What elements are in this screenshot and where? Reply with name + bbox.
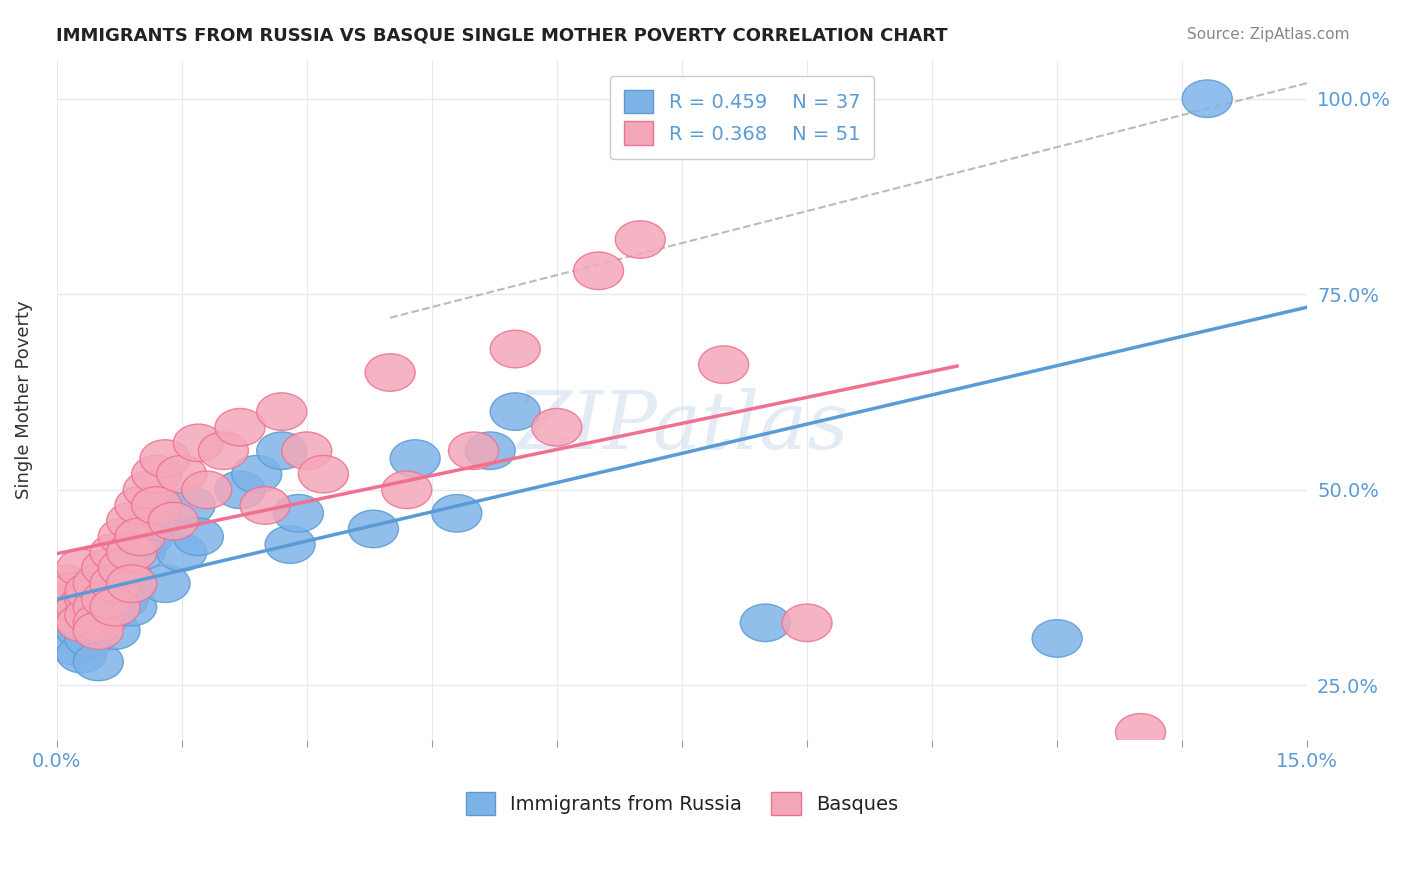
Ellipse shape bbox=[90, 589, 141, 626]
Ellipse shape bbox=[82, 573, 132, 610]
Ellipse shape bbox=[1032, 620, 1083, 657]
Ellipse shape bbox=[65, 620, 115, 657]
Ellipse shape bbox=[132, 487, 181, 524]
Ellipse shape bbox=[741, 119, 790, 157]
Ellipse shape bbox=[281, 432, 332, 469]
Ellipse shape bbox=[107, 565, 156, 602]
Ellipse shape bbox=[98, 518, 148, 556]
Ellipse shape bbox=[616, 220, 665, 259]
Ellipse shape bbox=[65, 581, 115, 618]
Ellipse shape bbox=[90, 612, 141, 649]
Ellipse shape bbox=[73, 604, 124, 641]
Ellipse shape bbox=[73, 604, 124, 641]
Ellipse shape bbox=[382, 471, 432, 508]
Ellipse shape bbox=[73, 589, 124, 626]
Ellipse shape bbox=[782, 604, 832, 641]
Ellipse shape bbox=[389, 440, 440, 477]
Ellipse shape bbox=[98, 549, 148, 587]
Text: ZIPatlas: ZIPatlas bbox=[515, 388, 849, 466]
Ellipse shape bbox=[132, 502, 181, 540]
Ellipse shape bbox=[181, 471, 232, 508]
Ellipse shape bbox=[107, 589, 156, 626]
Ellipse shape bbox=[257, 432, 307, 469]
Ellipse shape bbox=[107, 533, 156, 571]
Ellipse shape bbox=[215, 409, 266, 446]
Ellipse shape bbox=[98, 549, 148, 587]
Ellipse shape bbox=[1182, 80, 1232, 118]
Ellipse shape bbox=[39, 596, 90, 633]
Ellipse shape bbox=[48, 573, 98, 610]
Ellipse shape bbox=[48, 627, 98, 665]
Ellipse shape bbox=[48, 596, 98, 633]
Ellipse shape bbox=[98, 581, 148, 618]
Ellipse shape bbox=[531, 409, 582, 446]
Ellipse shape bbox=[82, 549, 132, 587]
Ellipse shape bbox=[366, 354, 415, 392]
Ellipse shape bbox=[349, 510, 398, 548]
Ellipse shape bbox=[699, 346, 748, 384]
Ellipse shape bbox=[73, 565, 124, 602]
Ellipse shape bbox=[449, 432, 499, 469]
Ellipse shape bbox=[82, 581, 132, 618]
Ellipse shape bbox=[107, 502, 156, 540]
Ellipse shape bbox=[115, 533, 165, 571]
Ellipse shape bbox=[73, 643, 124, 681]
Ellipse shape bbox=[82, 596, 132, 633]
Text: Source: ZipAtlas.com: Source: ZipAtlas.com bbox=[1187, 27, 1350, 42]
Ellipse shape bbox=[56, 612, 107, 649]
Ellipse shape bbox=[491, 330, 540, 368]
Ellipse shape bbox=[65, 596, 115, 633]
Ellipse shape bbox=[741, 604, 790, 641]
Ellipse shape bbox=[148, 502, 198, 540]
Ellipse shape bbox=[432, 494, 482, 532]
Y-axis label: Single Mother Poverty: Single Mother Poverty bbox=[15, 301, 32, 500]
Ellipse shape bbox=[73, 612, 124, 649]
Ellipse shape bbox=[107, 565, 156, 602]
Ellipse shape bbox=[39, 589, 90, 626]
Ellipse shape bbox=[90, 533, 141, 571]
Ellipse shape bbox=[173, 518, 224, 556]
Ellipse shape bbox=[273, 494, 323, 532]
Ellipse shape bbox=[56, 635, 107, 673]
Ellipse shape bbox=[141, 565, 190, 602]
Ellipse shape bbox=[115, 487, 165, 524]
Ellipse shape bbox=[90, 565, 141, 602]
Text: IMMIGRANTS FROM RUSSIA VS BASQUE SINGLE MOTHER POVERTY CORRELATION CHART: IMMIGRANTS FROM RUSSIA VS BASQUE SINGLE … bbox=[56, 27, 948, 45]
Ellipse shape bbox=[73, 589, 124, 626]
Ellipse shape bbox=[156, 533, 207, 571]
Ellipse shape bbox=[215, 471, 266, 508]
Ellipse shape bbox=[56, 604, 107, 641]
Ellipse shape bbox=[56, 589, 107, 626]
Ellipse shape bbox=[298, 456, 349, 493]
Ellipse shape bbox=[491, 392, 540, 430]
Ellipse shape bbox=[56, 549, 107, 587]
Ellipse shape bbox=[90, 565, 141, 602]
Ellipse shape bbox=[141, 440, 190, 477]
Ellipse shape bbox=[115, 518, 165, 556]
Ellipse shape bbox=[124, 518, 173, 556]
Ellipse shape bbox=[1115, 714, 1166, 751]
Legend: Immigrants from Russia, Basques: Immigrants from Russia, Basques bbox=[458, 784, 905, 823]
Ellipse shape bbox=[232, 456, 281, 493]
Ellipse shape bbox=[465, 432, 515, 469]
Ellipse shape bbox=[266, 525, 315, 564]
Ellipse shape bbox=[132, 456, 181, 493]
Ellipse shape bbox=[65, 581, 115, 618]
Ellipse shape bbox=[165, 487, 215, 524]
Ellipse shape bbox=[65, 573, 115, 610]
Ellipse shape bbox=[173, 424, 224, 462]
Ellipse shape bbox=[198, 432, 249, 469]
Ellipse shape bbox=[574, 252, 624, 290]
Ellipse shape bbox=[240, 487, 290, 524]
Ellipse shape bbox=[124, 471, 173, 508]
Ellipse shape bbox=[156, 456, 207, 493]
Ellipse shape bbox=[257, 392, 307, 430]
Ellipse shape bbox=[39, 565, 90, 602]
